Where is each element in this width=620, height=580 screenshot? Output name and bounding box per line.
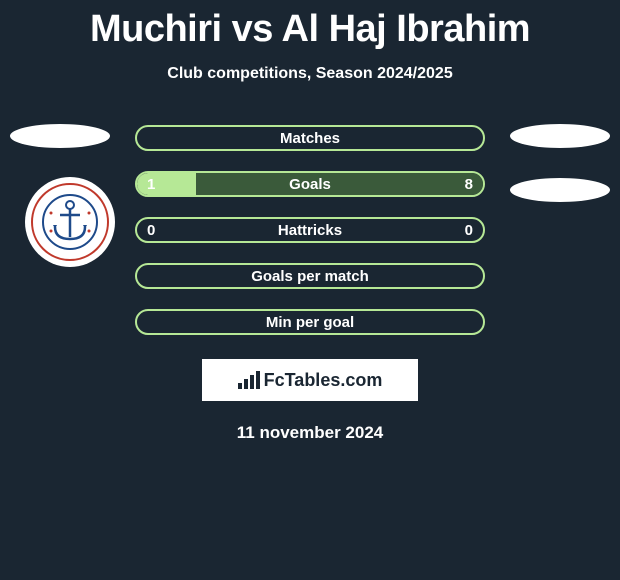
stat-row-matches: Matches — [135, 125, 485, 151]
stats-container: Matches 1 Goals 8 0 Hattricks 0 Goals pe… — [135, 125, 485, 335]
stat-label: Goals per match — [251, 268, 369, 285]
fctables-attribution: FcTables.com — [202, 359, 418, 401]
player-left-placeholder-1 — [10, 124, 110, 148]
stat-row-hattricks: 0 Hattricks 0 — [135, 217, 485, 243]
date: 11 november 2024 — [0, 423, 620, 443]
club-logo — [31, 183, 109, 261]
stat-value-right: 8 — [465, 176, 473, 193]
player-right-placeholder-2 — [510, 178, 610, 202]
stat-value-left: 1 — [147, 176, 155, 193]
stat-value-left: 0 — [147, 222, 155, 239]
stat-row-goals: 1 Goals 8 — [135, 171, 485, 197]
bar-chart-icon — [238, 371, 260, 389]
stat-label: Matches — [280, 130, 340, 147]
stat-row-min-per-goal: Min per goal — [135, 309, 485, 335]
stat-value-right: 0 — [465, 222, 473, 239]
anchor-icon — [41, 193, 99, 251]
page-title: Muchiri vs Al Haj Ibrahim — [0, 0, 620, 51]
stat-fill-right — [196, 173, 483, 195]
stat-row-goals-per-match: Goals per match — [135, 263, 485, 289]
stat-fill-left — [137, 173, 196, 195]
stat-label: Goals — [289, 176, 331, 193]
fctables-label: FcTables.com — [264, 370, 383, 391]
stat-label: Min per goal — [266, 314, 354, 331]
subtitle: Club competitions, Season 2024/2025 — [0, 65, 620, 83]
stat-label: Hattricks — [278, 222, 342, 239]
player-right-placeholder-1 — [510, 124, 610, 148]
